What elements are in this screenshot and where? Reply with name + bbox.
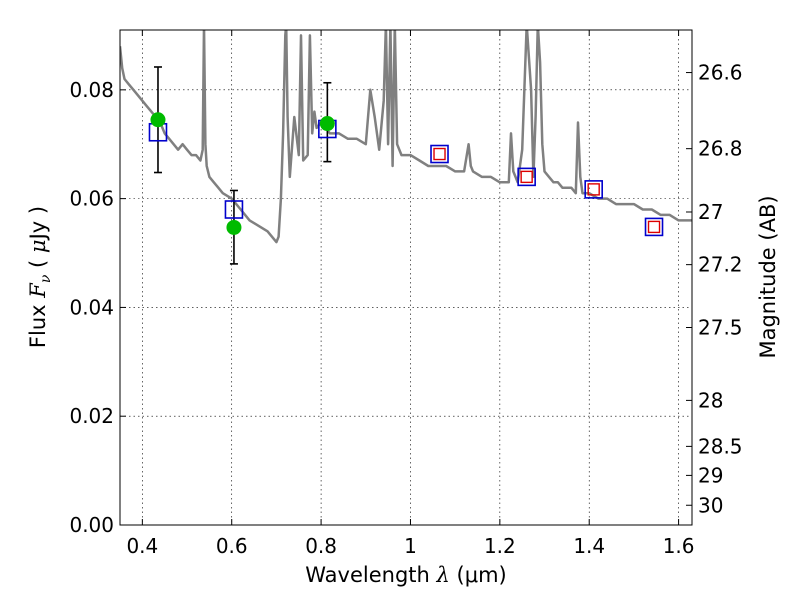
y-tick-label: 0.02 [69, 404, 114, 428]
x-tick-label: 1.4 [573, 534, 605, 558]
x-axis: 0.4 0.6 0.8 1 1.2 1.4 1.6 [126, 30, 695, 558]
observed-point [226, 219, 242, 235]
model-point-inner-square [433, 147, 446, 161]
y-axis-label: Flux Fν ( μJy ) [26, 206, 54, 348]
magnitude-tick-label: 27 [698, 200, 723, 224]
magnitude-tick-label: 27.5 [698, 316, 743, 340]
x-tick-label: 1.2 [484, 534, 516, 558]
magnitude-axis: 26.6 26.8 27 27.2 27.5 28 28.5 29 30 [686, 61, 743, 517]
y-tick-label: 0.00 [69, 513, 114, 537]
template-spectrum-line [120, 30, 692, 244]
magnitude-axis-label: Magnitude (AB) [756, 195, 780, 358]
observed-point [150, 112, 166, 128]
plot-area [120, 30, 692, 525]
model-point-square [517, 167, 536, 187]
x-tick-label: 0.8 [305, 534, 337, 558]
y-tick-label: 0.04 [69, 295, 114, 319]
model-point-inner-square [647, 220, 661, 234]
magnitude-tick-label: 26.8 [698, 137, 743, 161]
y-tick-label: 0.08 [69, 78, 114, 102]
x-tick-label: 0.4 [126, 534, 158, 558]
observed-point [319, 116, 335, 132]
x-tick-label: 1.6 [663, 534, 695, 558]
magnitude-tick-label: 28 [698, 388, 723, 412]
magnitude-tick-label: 29 [698, 463, 723, 487]
magnitude-tick-label: 26.6 [698, 61, 743, 85]
model-point-inner-square [520, 170, 533, 184]
model-point-square [224, 200, 244, 219]
magnitude-tick-label: 27.2 [698, 253, 743, 277]
x-axis-label: Wavelength λ (μm) [305, 563, 506, 587]
model-point-inner-square [587, 183, 600, 196]
magnitude-tick-label: 28.5 [698, 434, 743, 458]
model-point-square [644, 217, 664, 237]
model-point-square [584, 180, 603, 199]
x-tick-label: 0.6 [216, 534, 248, 558]
model-point-square [430, 144, 449, 164]
x-tick-label: 1 [404, 534, 417, 558]
plot-frame [119, 29, 693, 526]
magnitude-tick-label: 30 [698, 493, 723, 517]
y-tick-label: 0.06 [69, 187, 114, 211]
y-axis: 0.00 0.02 0.04 0.06 0.08 [69, 78, 126, 537]
